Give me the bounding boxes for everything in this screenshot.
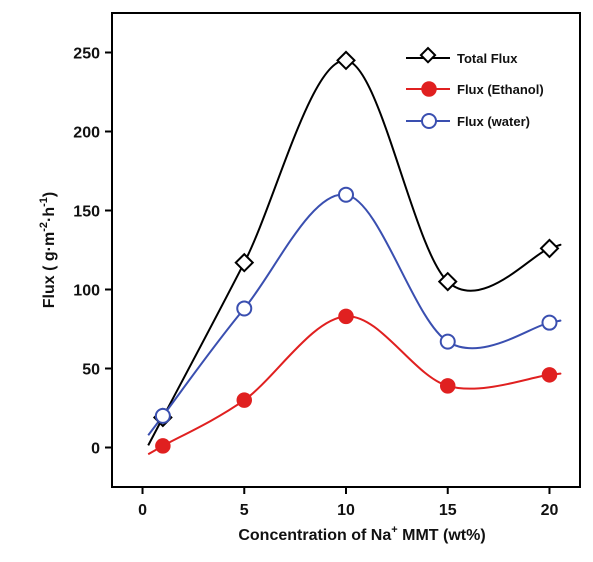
y-tick-label: 150 [73, 204, 100, 221]
data-point-total-flux [437, 271, 458, 292]
data-point-flux-water [338, 186, 354, 203]
y-tick-label: 250 [73, 46, 100, 63]
y-tick-label: 100 [73, 283, 100, 300]
series-markers [152, 50, 560, 454]
x-axis-ticks: 0 5 10 15 20 [138, 487, 558, 519]
data-point-flux-ethanol [439, 378, 456, 394]
y-tick-label: 0 [91, 441, 100, 458]
data-point-flux-water [236, 300, 253, 317]
data-point-flux-water [154, 407, 171, 424]
data-point-flux-ethanol [338, 308, 354, 325]
data-point-total-flux [234, 252, 255, 273]
x-axis-title: Concentration of Na+ MMT (wt%) [238, 524, 485, 544]
data-point-flux-water [541, 314, 558, 331]
x-tick-label: 5 [240, 502, 249, 519]
x-tick-label: 20 [541, 502, 559, 519]
legend-item-water-flux: Flux (water) [406, 113, 530, 129]
y-axis-title: Flux ( g·m-2·h-1) [38, 192, 58, 308]
legend-item-ethanol-flux: Flux (Ethanol) [406, 81, 544, 97]
y-axis-ticks: 0 50 100 150 200 250 [73, 46, 112, 458]
series-line-flux-ethanol [147, 315, 562, 456]
legend: Total Flux Flux (Ethanol) Flux (water) [406, 46, 544, 129]
y-tick-label: 200 [73, 125, 100, 142]
x-tick-label: 10 [337, 502, 355, 519]
data-point-total-flux [336, 50, 356, 71]
legend-label-total-flux: Total Flux [457, 51, 518, 66]
x-tick-label: 0 [138, 502, 147, 519]
y-tick-label: 50 [82, 362, 100, 379]
series-line-flux-water [147, 193, 562, 436]
data-point-flux-water [439, 333, 456, 350]
data-point-flux-ethanol [541, 367, 558, 383]
legend-item-total-flux: Total Flux [406, 46, 518, 66]
data-point-total-flux [539, 238, 560, 259]
legend-label-water-flux: Flux (water) [457, 114, 530, 129]
data-point-flux-ethanol [155, 438, 171, 454]
legend-label-ethanol-flux: Flux (Ethanol) [457, 82, 544, 97]
x-tick-label: 15 [439, 502, 457, 519]
data-point-flux-ethanol [236, 392, 253, 408]
